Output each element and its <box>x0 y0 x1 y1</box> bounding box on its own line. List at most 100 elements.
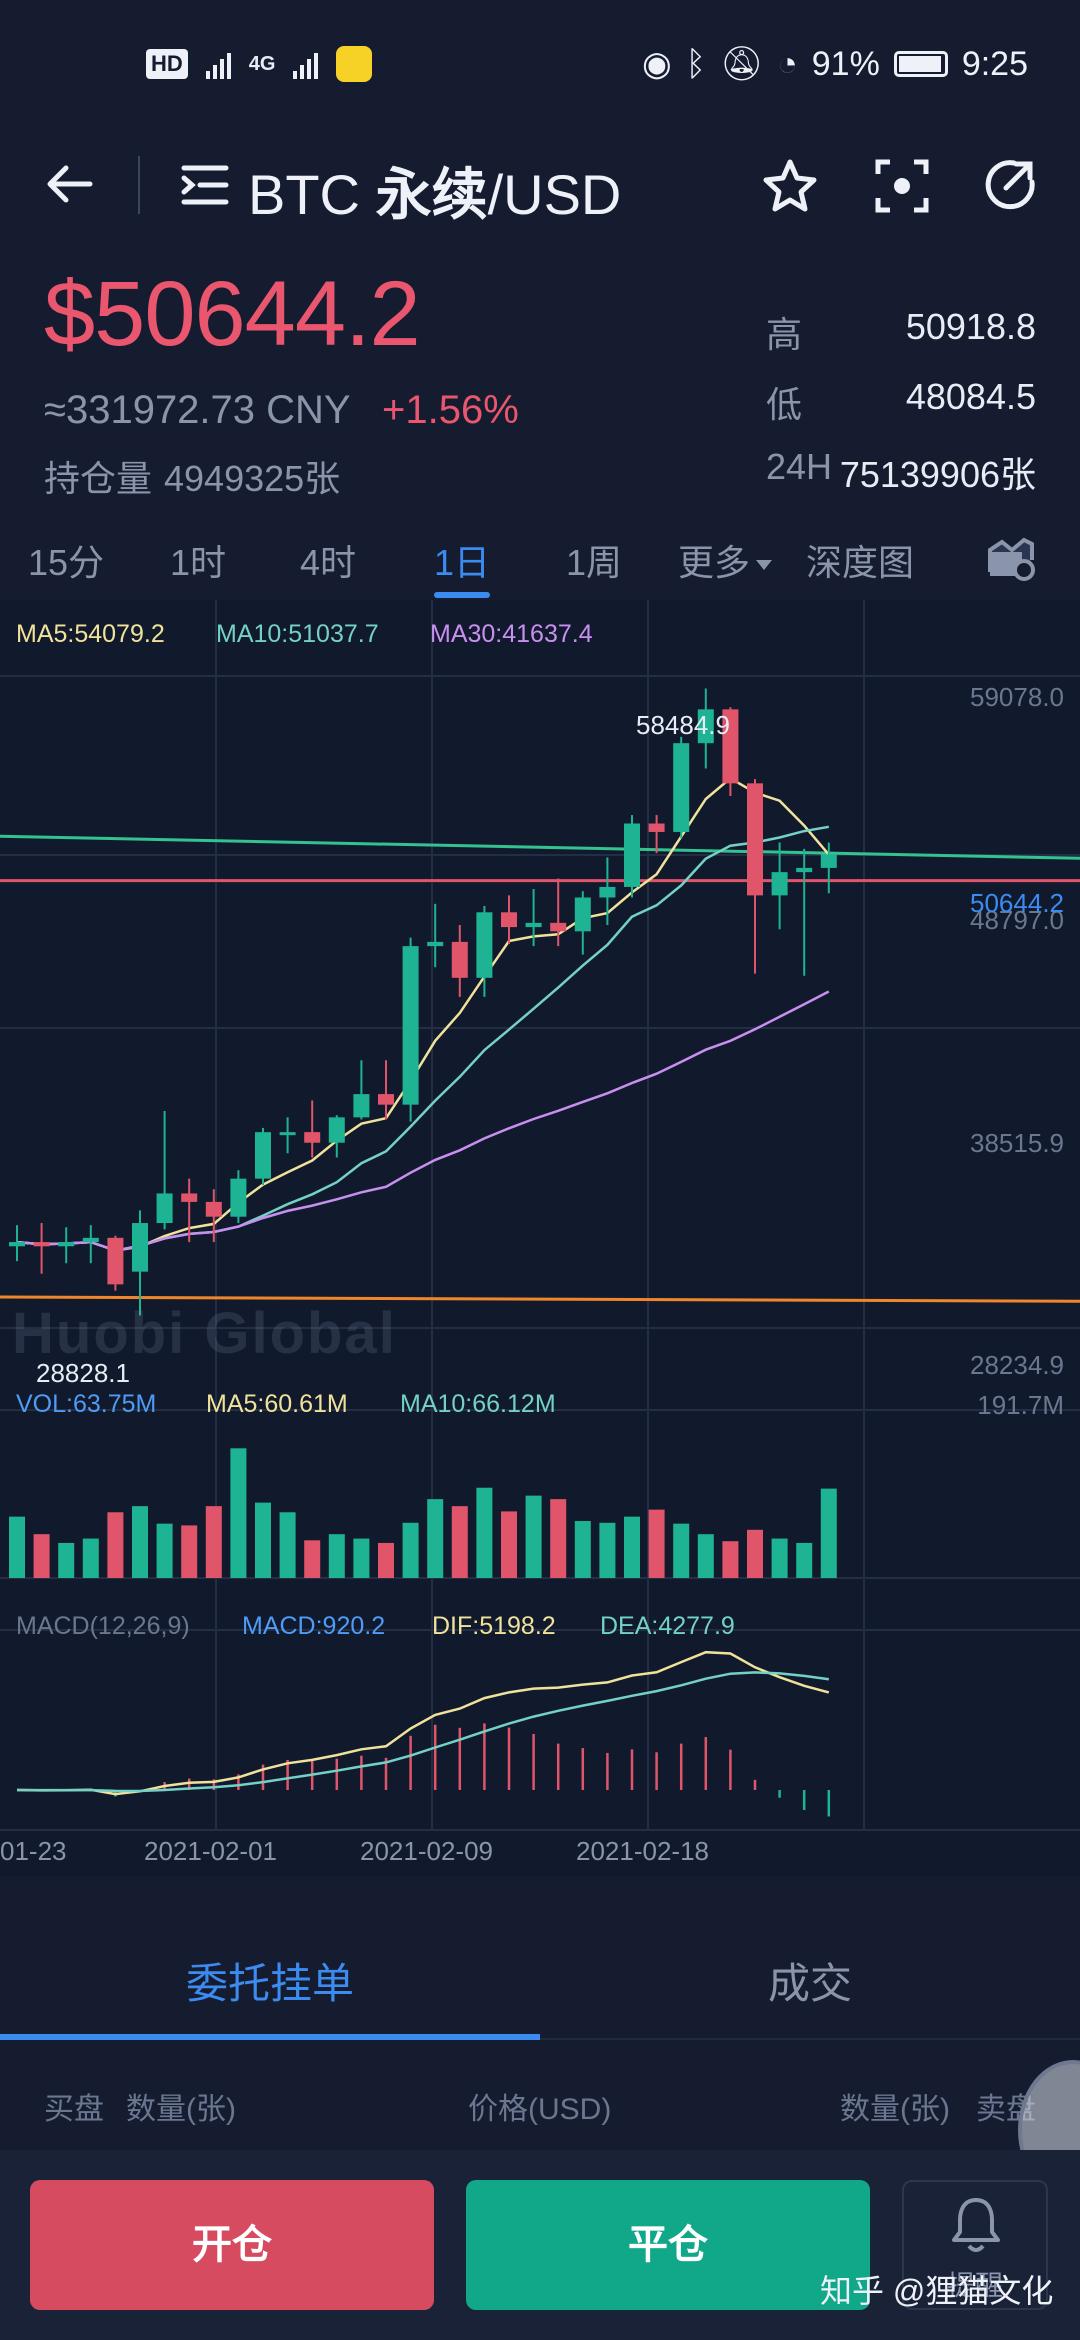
chart-settings-icon[interactable] <box>986 532 1036 582</box>
last-price-tag: 50644.2 <box>970 888 1064 918</box>
high-marker: 58484.9 <box>636 710 730 740</box>
candle-body <box>378 1094 394 1105</box>
dea-legend: DEA:4277.9 <box>600 1612 735 1640</box>
cny-price: ≈331972.73 CNY <box>44 388 351 432</box>
ma10-legend: MA10:51037.7 <box>216 620 379 648</box>
bid-column-label: 买盘 <box>44 2093 104 2126</box>
eye-icon: ◉ <box>641 45 672 83</box>
back-arrow-icon[interactable] <box>40 154 100 214</box>
low-value: 48084.5 <box>905 376 1036 417</box>
tab-open-orders[interactable]: 委托挂单 <box>186 1960 355 2007</box>
pair-menu-icon[interactable] <box>180 160 230 210</box>
volume-24h-value: 75139906张 <box>839 454 1036 495</box>
hd-badge: HD <box>146 49 188 79</box>
status-bar: HD 4G ◉ ᛒ 🔕︎ ◔ 91% 9:25 <box>0 0 1080 130</box>
favorite-star-icon[interactable] <box>760 156 820 216</box>
volume-bar <box>574 1521 591 1578</box>
pair-suffix: /USD <box>487 163 622 226</box>
signal-icon <box>205 49 231 79</box>
volume-bar <box>353 1538 370 1578</box>
nav-divider <box>138 156 140 214</box>
mute-icon: 🔕︎ <box>720 45 764 83</box>
price-change: +1.56% <box>382 388 519 432</box>
volume-bar <box>747 1529 763 1578</box>
network-type: 4G <box>248 52 276 75</box>
candle-body <box>304 1132 321 1143</box>
tab-more[interactable]: 更多 <box>678 534 773 586</box>
period-tabs: 15分 1时 4时 1日 1周 更多 深度图 <box>0 520 1080 600</box>
candle-body <box>673 743 690 832</box>
volume-bar <box>255 1502 271 1578</box>
tab-4h[interactable]: 4时 <box>300 542 357 583</box>
candle-body <box>205 1201 222 1217</box>
candle-body <box>58 1242 75 1247</box>
candle-body <box>353 1094 370 1118</box>
trendline-orange <box>0 1295 1080 1303</box>
candle-body <box>451 941 468 978</box>
volume-bar <box>673 1523 690 1578</box>
volume-bar <box>402 1522 419 1578</box>
battery-icon <box>893 51 948 77</box>
volume-bar <box>820 1488 837 1578</box>
volume-bar <box>107 1512 124 1578</box>
status-right: ◉ ᛒ 🔕︎ ◔ 91% 9:25 <box>642 44 1028 84</box>
volume-bar <box>33 1534 50 1578</box>
tab-15min[interactable]: 15分 <box>28 542 105 583</box>
close-position-button[interactable]: 平仓 <box>466 2180 870 2310</box>
candle-body <box>427 941 444 947</box>
candle-body <box>156 1193 173 1224</box>
x-tick-3: 2021-02-18 <box>576 1836 709 1866</box>
ma30-line <box>16 990 830 1252</box>
tab-depth-chart[interactable]: 深度图 <box>806 542 915 583</box>
screenshot-scan-icon[interactable] <box>872 156 932 216</box>
chevron-down-icon <box>756 560 773 571</box>
tab-1w[interactable]: 1周 <box>566 542 623 583</box>
price-alert-button[interactable]: 提醒 <box>902 2180 1048 2310</box>
x-tick-1: 2021-02-01 <box>144 1836 277 1866</box>
volume-bar <box>9 1516 25 1578</box>
volume-bar <box>451 1506 468 1578</box>
tab-1h[interactable]: 1时 <box>170 542 227 583</box>
volume-bar <box>624 1516 640 1578</box>
volume-bar <box>722 1541 739 1578</box>
ma10-line <box>16 825 830 1252</box>
exchange-watermark: Huobi Global <box>12 1301 397 1366</box>
speed-icon: ◔ <box>777 44 798 83</box>
candle-body <box>624 823 640 887</box>
volume-24h-label: 24H <box>766 446 833 487</box>
candle-body <box>279 1132 296 1136</box>
candle-body <box>33 1242 50 1247</box>
volume-bar <box>525 1495 542 1578</box>
candle-body <box>328 1117 345 1143</box>
open-position-button[interactable]: 开仓 <box>30 2180 434 2310</box>
share-icon[interactable] <box>980 154 1042 216</box>
volume-bar <box>205 1506 222 1578</box>
pair-bold: 永续 <box>375 163 488 226</box>
volume-bar <box>230 1448 247 1578</box>
y-tick-mid-low: 38515.9 <box>970 1128 1064 1158</box>
candle-body <box>476 912 493 978</box>
last-price: $50644.2 <box>44 263 421 365</box>
pair-title[interactable]: BTC 永续/USD <box>248 150 621 231</box>
candle-body <box>255 1132 271 1179</box>
candle-body <box>501 912 517 928</box>
ask-qty-column-label: 数量(张) <box>840 2093 950 2126</box>
status-left: HD 4G <box>146 46 373 82</box>
low-marker: 28828.1 <box>36 1358 130 1388</box>
candle-body <box>230 1178 247 1217</box>
volume-bar <box>550 1499 567 1578</box>
candle-body <box>107 1237 124 1285</box>
tab-trades[interactable]: 成交 <box>768 1960 853 2007</box>
kline-chart-canvas <box>0 600 1080 1831</box>
y-tick-bottom: 28234.9 <box>970 1350 1064 1380</box>
candle-body <box>599 886 616 898</box>
high-value: 50918.8 <box>905 306 1036 347</box>
vol-max-label: 191.7M <box>977 1390 1064 1420</box>
tab-1d[interactable]: 1日 <box>434 542 491 583</box>
vol-ma5-legend: MA5:60.61M <box>206 1390 348 1418</box>
open-interest-value: 4949325张 <box>164 458 341 499</box>
candle-body <box>402 946 419 1105</box>
volume-bar <box>501 1511 517 1578</box>
kline-chart[interactable]: Huobi Global MA5:54079.2 MA10:51037.7 MA… <box>0 600 1080 1876</box>
volume-bar <box>328 1534 345 1578</box>
